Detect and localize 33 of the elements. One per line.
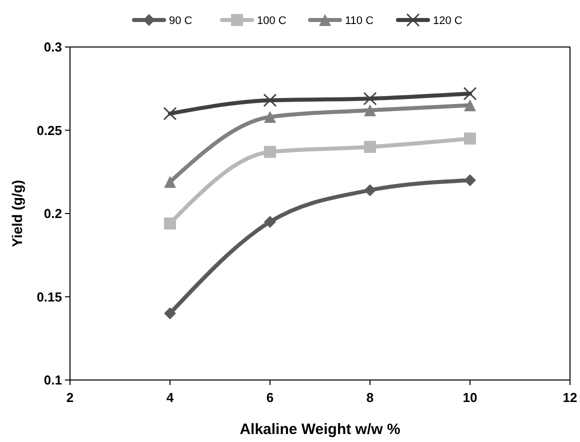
y-tick-label: 0.2 — [44, 206, 62, 222]
x-axis-title: Alkaline Weight w/w % — [240, 421, 400, 438]
point — [163, 106, 177, 120]
point — [364, 104, 376, 116]
x-tick-label: 12 — [562, 390, 578, 405]
point — [464, 174, 476, 186]
point — [364, 184, 376, 196]
y-tick-label: 0.15 — [36, 289, 62, 304]
legend-label: 90 C — [169, 14, 192, 27]
point — [164, 176, 176, 188]
point — [264, 110, 276, 123]
point — [264, 146, 276, 158]
point — [263, 94, 277, 108]
y-axis-title: Yield (g/g) — [9, 180, 25, 248]
x-tick-label: 8 — [366, 390, 374, 405]
x-tick-label: 10 — [462, 390, 478, 405]
point — [164, 217, 176, 230]
x-tick-label: 2 — [66, 390, 74, 405]
y-tick-label: 0.1 — [44, 372, 62, 388]
point — [464, 99, 476, 112]
legend-label: 100 C — [257, 14, 286, 27]
legend-label: 110 C — [345, 14, 374, 27]
x-tick-label: 4 — [166, 390, 174, 405]
point — [264, 216, 276, 228]
point — [363, 92, 377, 106]
y-tick-label: 0.25 — [36, 122, 62, 138]
y-tick-label: 0.3 — [44, 40, 62, 55]
point — [164, 307, 176, 320]
point — [464, 132, 476, 145]
x-tick-label: 6 — [266, 390, 274, 405]
point — [463, 86, 477, 100]
legend-label: 120 C — [433, 14, 462, 27]
point — [364, 140, 376, 153]
